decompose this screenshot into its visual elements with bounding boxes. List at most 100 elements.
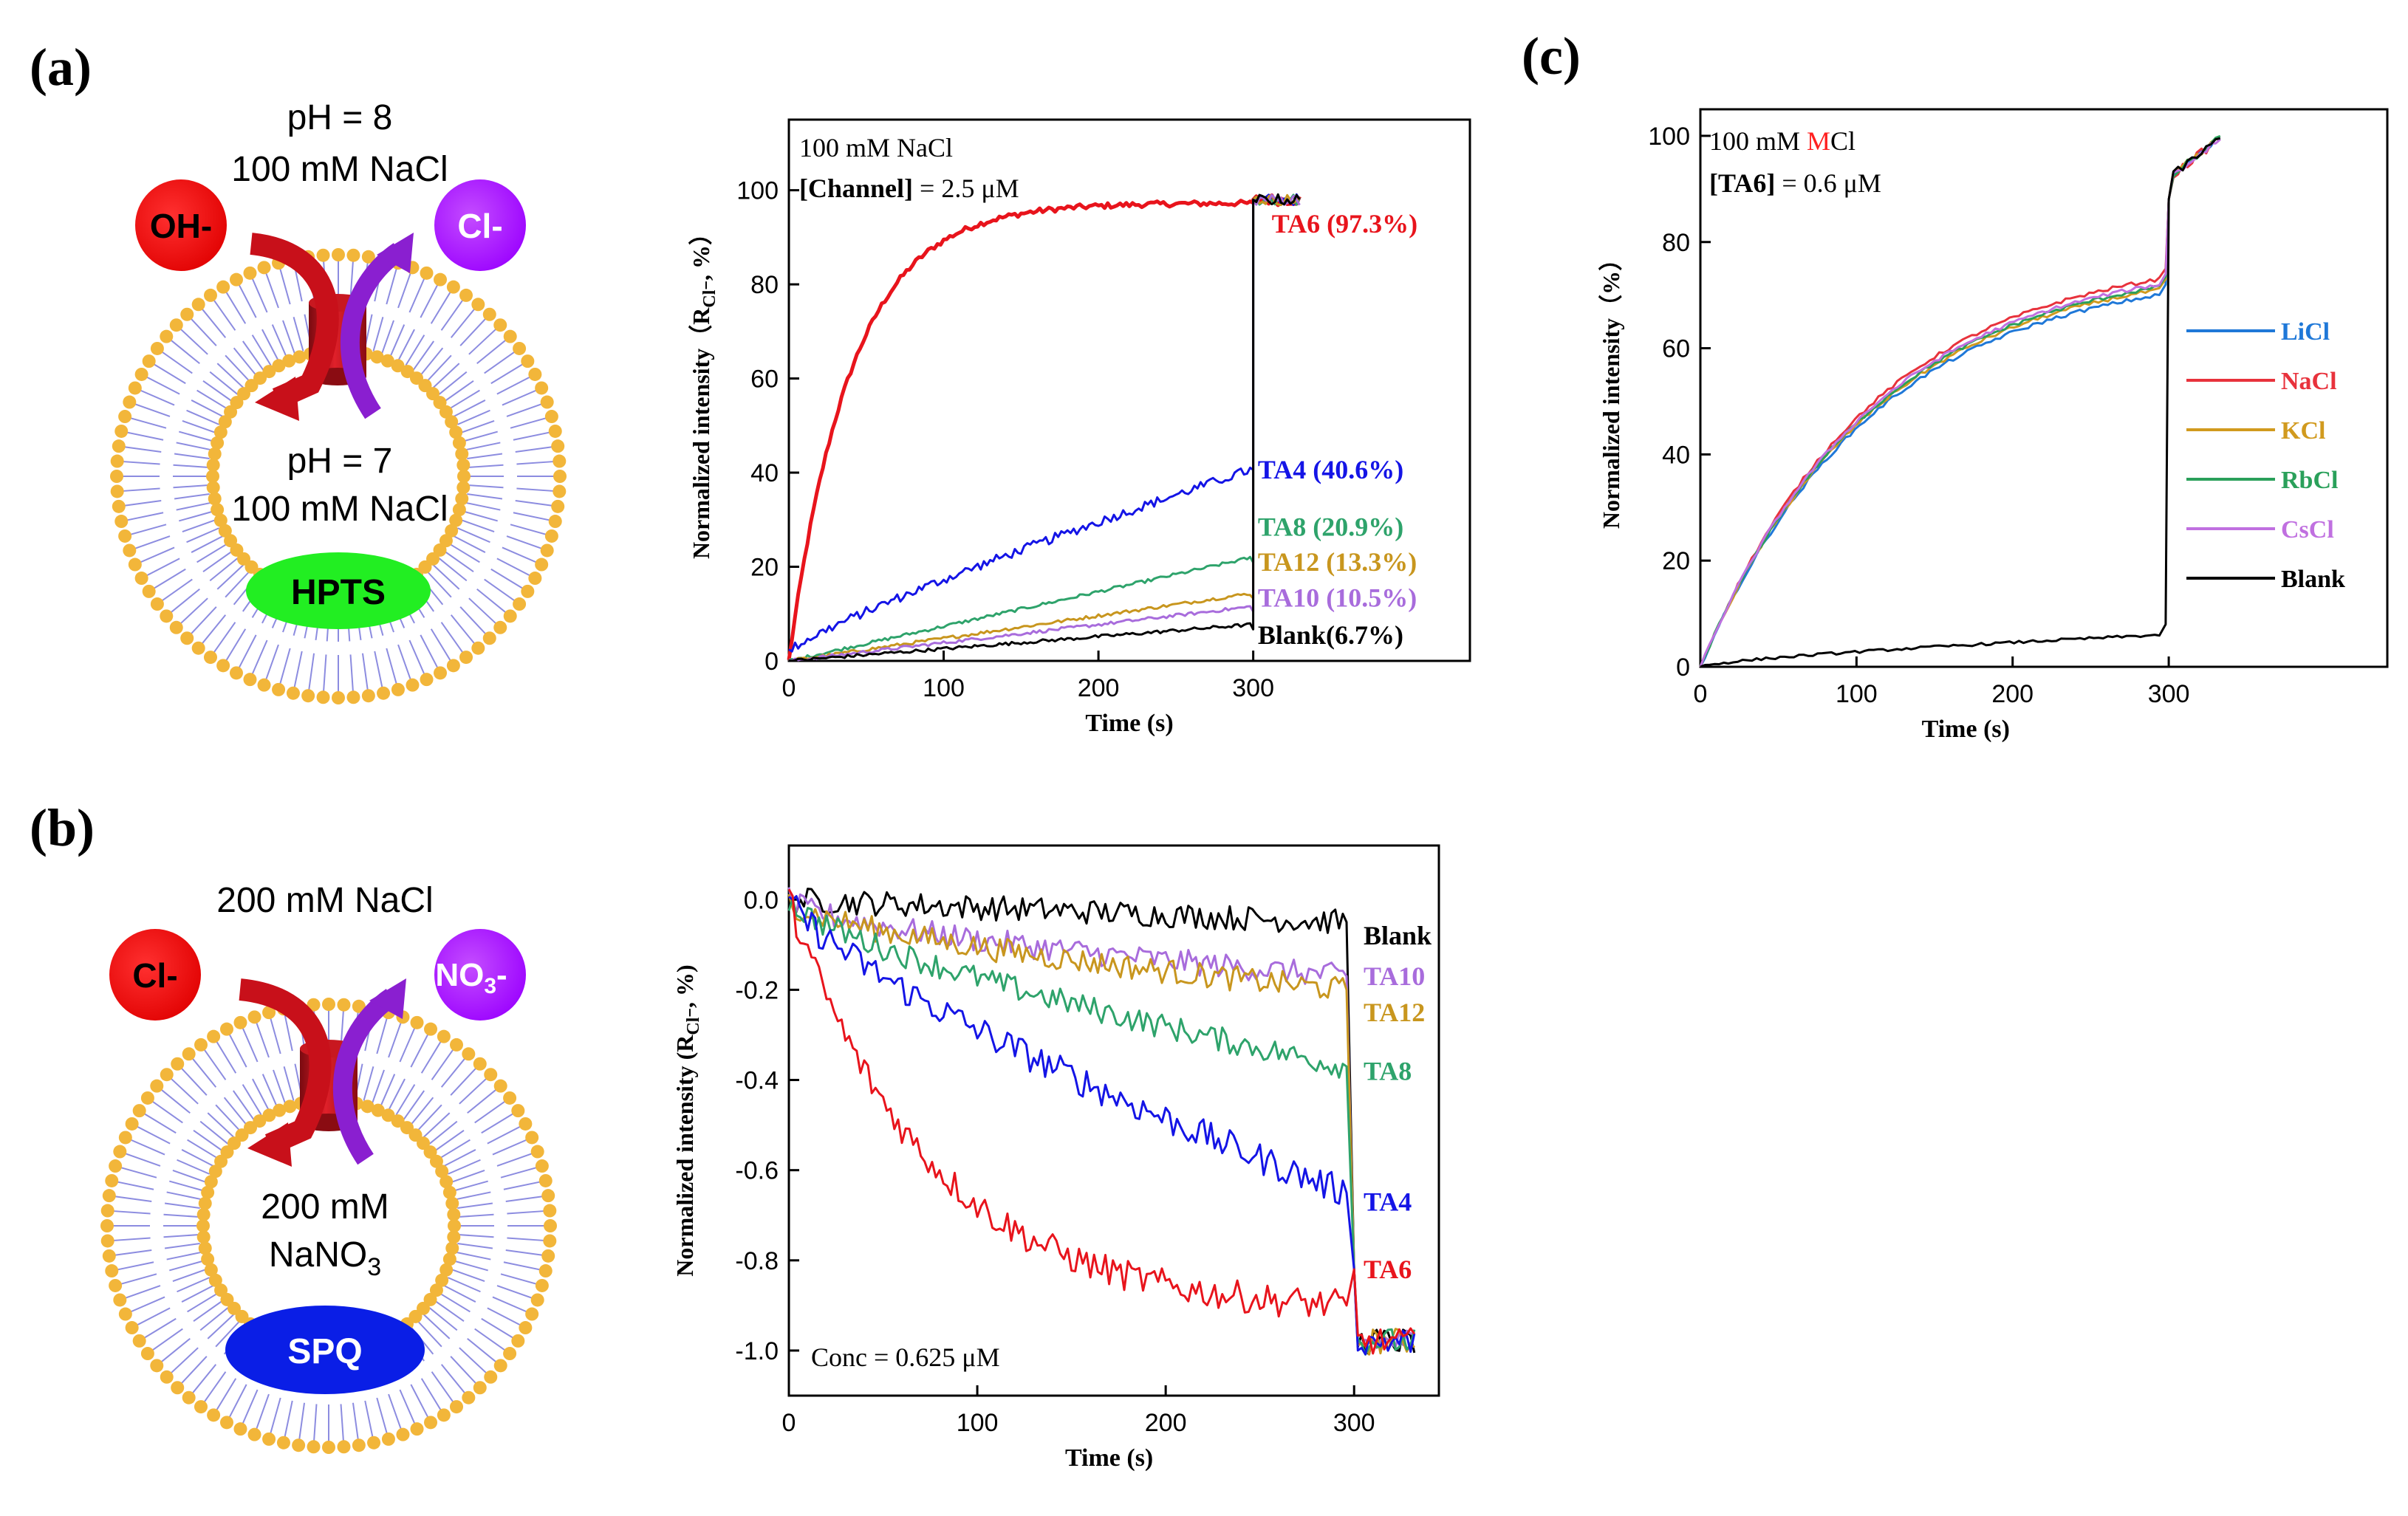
inside-salt-label: 100 mM NaCl [231, 490, 448, 529]
lipid-tail [506, 535, 544, 550]
lipid-tail [160, 1088, 191, 1114]
lipid-tail [112, 1237, 151, 1242]
lipid-tail [361, 653, 369, 692]
lipid-tail [152, 568, 186, 590]
lipid-head [513, 341, 527, 355]
y-tick-label: -0.6 [735, 1157, 779, 1185]
lipid-head [196, 1230, 211, 1244]
lipid-tail [410, 1032, 430, 1068]
lipid-head [538, 1264, 553, 1278]
lipid-head [160, 329, 174, 343]
lipid-tail [502, 388, 538, 406]
lipid-tail [457, 527, 490, 543]
chloride-arrow-head [377, 233, 414, 273]
lipid-tail [200, 614, 227, 645]
lipid-tail [123, 499, 162, 507]
lipid-tail [395, 1084, 416, 1116]
lipid-tail [450, 1356, 478, 1385]
lipid-head [262, 365, 276, 379]
lipid-head [493, 620, 507, 634]
lipid-tail [410, 1384, 430, 1419]
lipid-head [535, 1159, 549, 1173]
lipid-head [551, 439, 565, 453]
lipid-head [132, 1104, 146, 1118]
lipid-tail [408, 276, 426, 313]
lipid-head [134, 367, 148, 381]
series-line [788, 193, 1301, 662]
lipid-tail [513, 431, 552, 441]
lipid-tail [440, 1364, 467, 1395]
lipid-tail [179, 327, 208, 355]
series-line [787, 888, 1416, 1356]
lipid-tail [169, 338, 200, 365]
lipid-head [286, 686, 300, 700]
lipid-head [219, 1022, 233, 1036]
lipid-head [253, 371, 267, 385]
lipid-head [471, 641, 485, 655]
lipid-head [380, 354, 394, 368]
lipid-tail [186, 409, 219, 425]
lipid-head [207, 1408, 221, 1422]
lipid-tail [215, 1378, 237, 1412]
lipid-tail [423, 1314, 451, 1340]
lipid-tail [456, 1251, 491, 1261]
lipid-tail [444, 550, 474, 572]
lipid-head [493, 1079, 507, 1093]
lipid-head [445, 524, 459, 538]
lipid-tail [145, 375, 180, 395]
lipid-head [292, 1438, 306, 1452]
lipid-tail [212, 622, 236, 654]
lipid-head [513, 597, 527, 611]
y-tick-label: -0.8 [735, 1247, 779, 1275]
lipid-tail [216, 564, 244, 590]
lipid-tail [454, 1260, 488, 1272]
lipid-head [247, 1010, 261, 1024]
lipid-head [160, 1068, 174, 1082]
lipid-tail [163, 1234, 199, 1238]
lipid-tail [173, 484, 209, 489]
y-tick-label: 0 [765, 648, 779, 676]
lipid-head [540, 543, 554, 558]
lipid-tail [215, 1320, 241, 1348]
lipid-head [257, 678, 271, 692]
lipid-tail [476, 588, 507, 614]
lipid-tail [430, 290, 452, 324]
lipid-tail [428, 1307, 458, 1331]
x-tick-label: 300 [1333, 1409, 1375, 1437]
lipid-tail [405, 335, 425, 366]
y-tick-label: 80 [1662, 229, 1690, 257]
lipid-tail [269, 1397, 281, 1436]
lipid-tail [388, 1021, 403, 1058]
lipid-head [535, 1278, 549, 1292]
lipid-tail [160, 1337, 191, 1364]
y-tick-label: -1.0 [735, 1337, 779, 1365]
lipid-tail [496, 558, 532, 577]
lipid-tail [431, 1371, 455, 1404]
lipid-head [194, 1037, 208, 1052]
lipid-tail [434, 1300, 465, 1322]
lipid-head [447, 1230, 461, 1244]
lipid-tail [189, 317, 217, 346]
lipid-tail [174, 493, 210, 500]
lipid-tail [273, 1069, 287, 1104]
lipid-tail [474, 1100, 507, 1124]
lipid-head [511, 1104, 525, 1118]
lipid-head [553, 484, 567, 498]
lipid-tail [507, 1237, 546, 1242]
lipid-tail [187, 1139, 219, 1159]
lipid-head [128, 558, 142, 572]
lipid-head [233, 1422, 247, 1436]
y-tick-label: 80 [750, 271, 779, 299]
lipid-tail [115, 1181, 154, 1190]
lipid-tail [164, 1242, 200, 1249]
y-tick-label: 0 [1676, 654, 1690, 682]
lipid-head [100, 1234, 114, 1248]
lipid-tail [169, 1260, 204, 1272]
chloride-ion-label: Cl- [457, 207, 502, 245]
lipid-tail [468, 464, 504, 468]
lipid-head [543, 1234, 557, 1248]
series-line [787, 887, 1415, 1349]
hpts-dye-label: HPTS [291, 573, 386, 612]
lipid-tail [397, 329, 415, 362]
lipid-tail [459, 1077, 488, 1105]
